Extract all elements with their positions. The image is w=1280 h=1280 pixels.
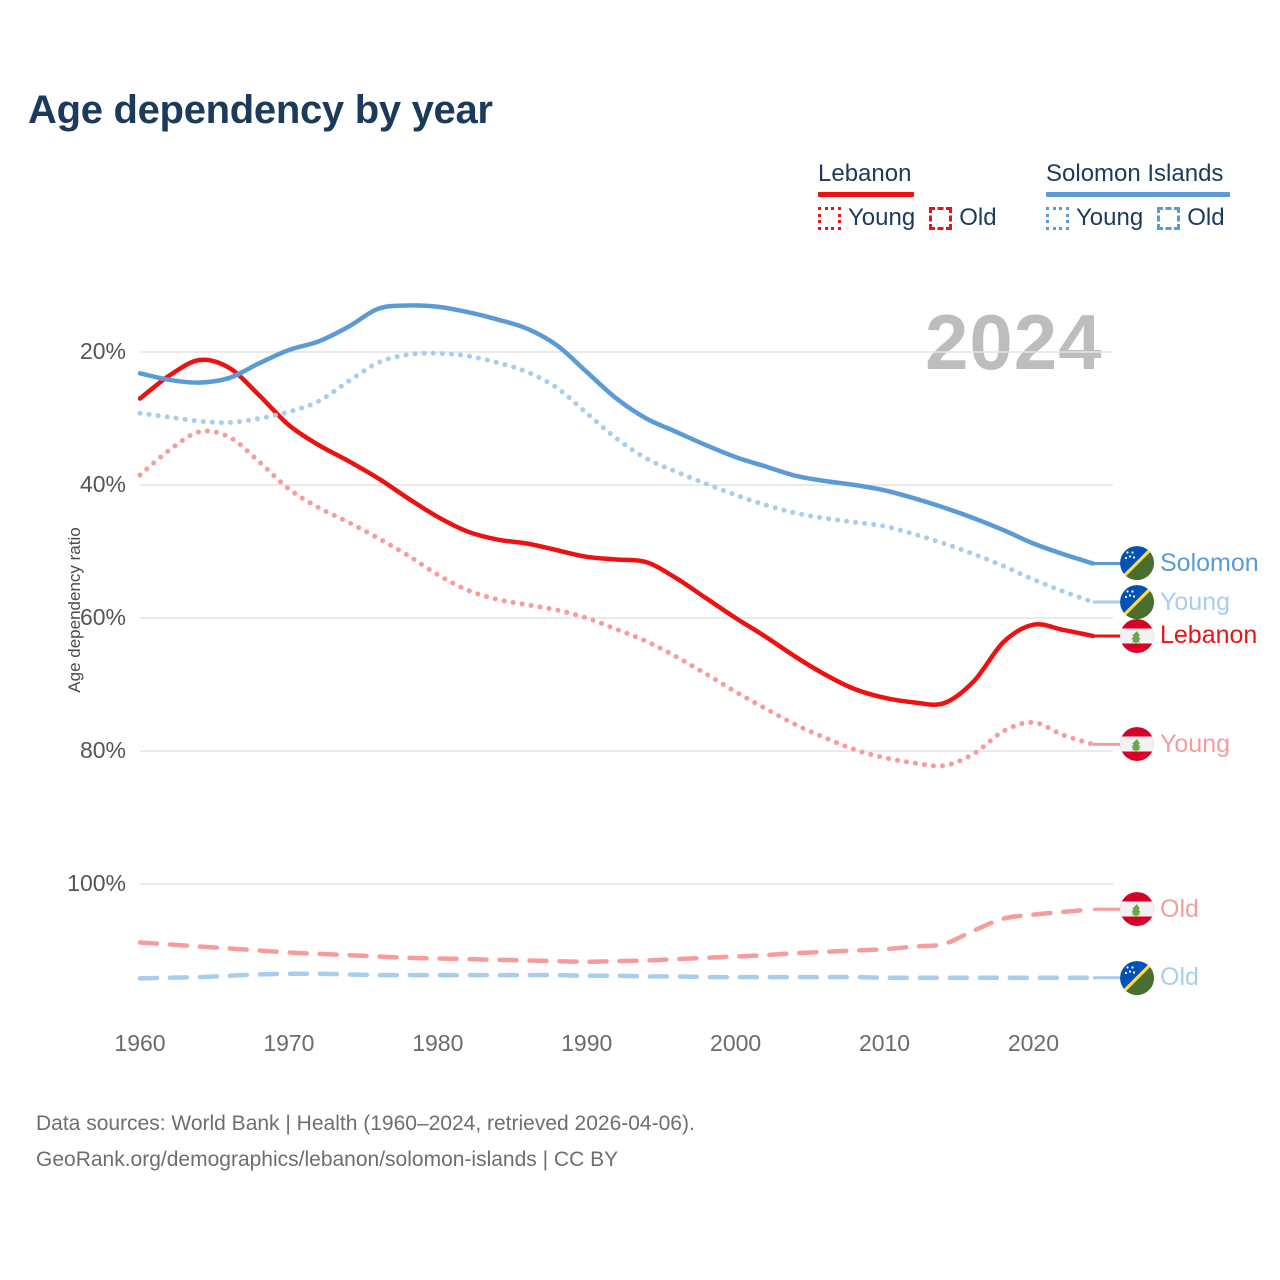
footer-line-url[interactable]: GeoRank.org/demographics/lebanon/solomon… (36, 1148, 619, 1171)
lebanon-flag-icon (1120, 618, 1154, 653)
x-tick-label: 1970 (263, 1030, 315, 1056)
x-tick-label: 2020 (1007, 1030, 1060, 1056)
label-connectors (1093, 561, 1122, 980)
x-tick-label: 1980 (412, 1030, 464, 1056)
end-label-text: Solomon (1160, 548, 1259, 577)
legend-underline (1046, 192, 1230, 197)
end-label-text: Old (1160, 963, 1199, 992)
y-tick-label: 40% (79, 471, 126, 497)
x-tick-label: 1990 (561, 1030, 613, 1056)
lebanon-flag-icon (1120, 618, 1154, 653)
chart-legend: Lebanon Young Old Solomon Islands Young (818, 160, 1258, 246)
dotted-swatch-icon (818, 206, 841, 230)
gridlines (140, 351, 1113, 885)
end-label-solomon[interactable]: Solomon (1120, 546, 1259, 581)
series-line-lebanon-young[interactable] (137, 428, 1096, 769)
year-watermark: 2024 (925, 298, 1103, 386)
lebanon-flag-icon (1120, 892, 1154, 927)
end-label-young[interactable]: Young (1120, 585, 1230, 620)
legend-group-solomon-islands[interactable]: Solomon Islands Young Old (1046, 160, 1230, 230)
end-label-young[interactable]: Young (1120, 727, 1230, 762)
y-tick-label: 60% (79, 604, 126, 630)
y-tick-label: 100% (67, 870, 126, 896)
legend-underline (818, 192, 914, 197)
legend-item-lebanon-old[interactable]: Old (929, 204, 997, 231)
y-tick-label: 20% (79, 338, 126, 364)
solomon-islands-flag-icon (1120, 960, 1154, 995)
solomon-islands-flag-icon (1120, 546, 1154, 581)
solomon-islands-flag-icon (1120, 960, 1154, 995)
legend-item-lebanon-young[interactable]: Young (818, 206, 915, 230)
dotted-swatch-icon (1046, 206, 1069, 230)
x-tick-label: 2000 (710, 1030, 762, 1056)
legend-item-label: Young (1076, 204, 1144, 231)
legend-country-label: Solomon Islands (1046, 160, 1224, 187)
lebanon-flag-icon (1120, 727, 1154, 762)
end-label-text: Lebanon (1160, 621, 1258, 650)
footer-line-sources: Data sources: World Bank | Health (1960–… (36, 1112, 695, 1135)
series-line-solomon-islands-young[interactable] (137, 350, 1096, 605)
lebanon-flag-icon (1120, 892, 1154, 927)
legend-country-label: Lebanon (818, 160, 912, 187)
series-line-solomon-islands-old[interactable] (137, 971, 1096, 981)
legend-item-label: Young (848, 204, 916, 231)
x-tick-label: 2010 (858, 1030, 911, 1056)
x-tick-label: 1960 (114, 1030, 166, 1056)
dashed-swatch-icon (1157, 206, 1181, 230)
solomon-islands-flag-icon (1120, 585, 1154, 620)
footer-attribution: Data sources: World Bank | Health (1960–… (36, 1106, 695, 1178)
end-label-text: Young (1160, 587, 1230, 616)
end-label-text: Old (1160, 894, 1199, 923)
series-lines (137, 303, 1096, 981)
dashed-swatch-icon (929, 206, 953, 230)
solomon-islands-flag-icon (1120, 546, 1154, 581)
legend-item-solomon-young[interactable]: Young (1046, 206, 1143, 230)
legend-group-lebanon[interactable]: Lebanon Young Old (818, 160, 997, 230)
end-label-lebanon[interactable]: Lebanon (1120, 618, 1258, 653)
solomon-islands-flag-icon (1120, 585, 1154, 620)
legend-item-label: Old (1187, 204, 1225, 231)
y-tick-label: 80% (79, 737, 126, 763)
series-line-lebanon-old[interactable] (137, 907, 1096, 965)
legend-item-label: Old (959, 204, 997, 231)
lebanon-flag-icon (1120, 727, 1154, 762)
page-title: Age dependency by year (28, 88, 493, 132)
legend-item-solomon-old[interactable]: Old (1157, 204, 1225, 231)
end-label-old[interactable]: Old (1120, 960, 1199, 995)
end-label-text: Young (1160, 729, 1230, 758)
end-label-old[interactable]: Old (1120, 892, 1199, 927)
series-line-lebanon[interactable] (137, 357, 1096, 707)
